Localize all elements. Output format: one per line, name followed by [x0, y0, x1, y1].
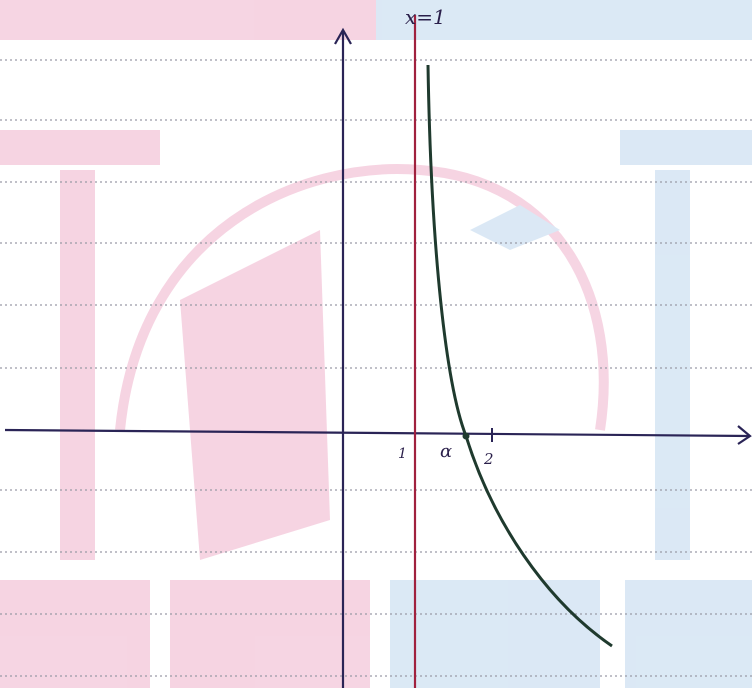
root-point — [463, 433, 470, 440]
function-curve — [428, 65, 612, 646]
graph-page: x=1 1 α 2 — [0, 0, 752, 688]
alpha-label: α — [440, 441, 452, 462]
tick-label: 1 — [398, 446, 407, 462]
tick-label: 2 — [483, 450, 494, 468]
asymptote-label: x=1 — [405, 5, 446, 29]
x-axis — [5, 430, 750, 436]
watermark — [0, 0, 752, 688]
